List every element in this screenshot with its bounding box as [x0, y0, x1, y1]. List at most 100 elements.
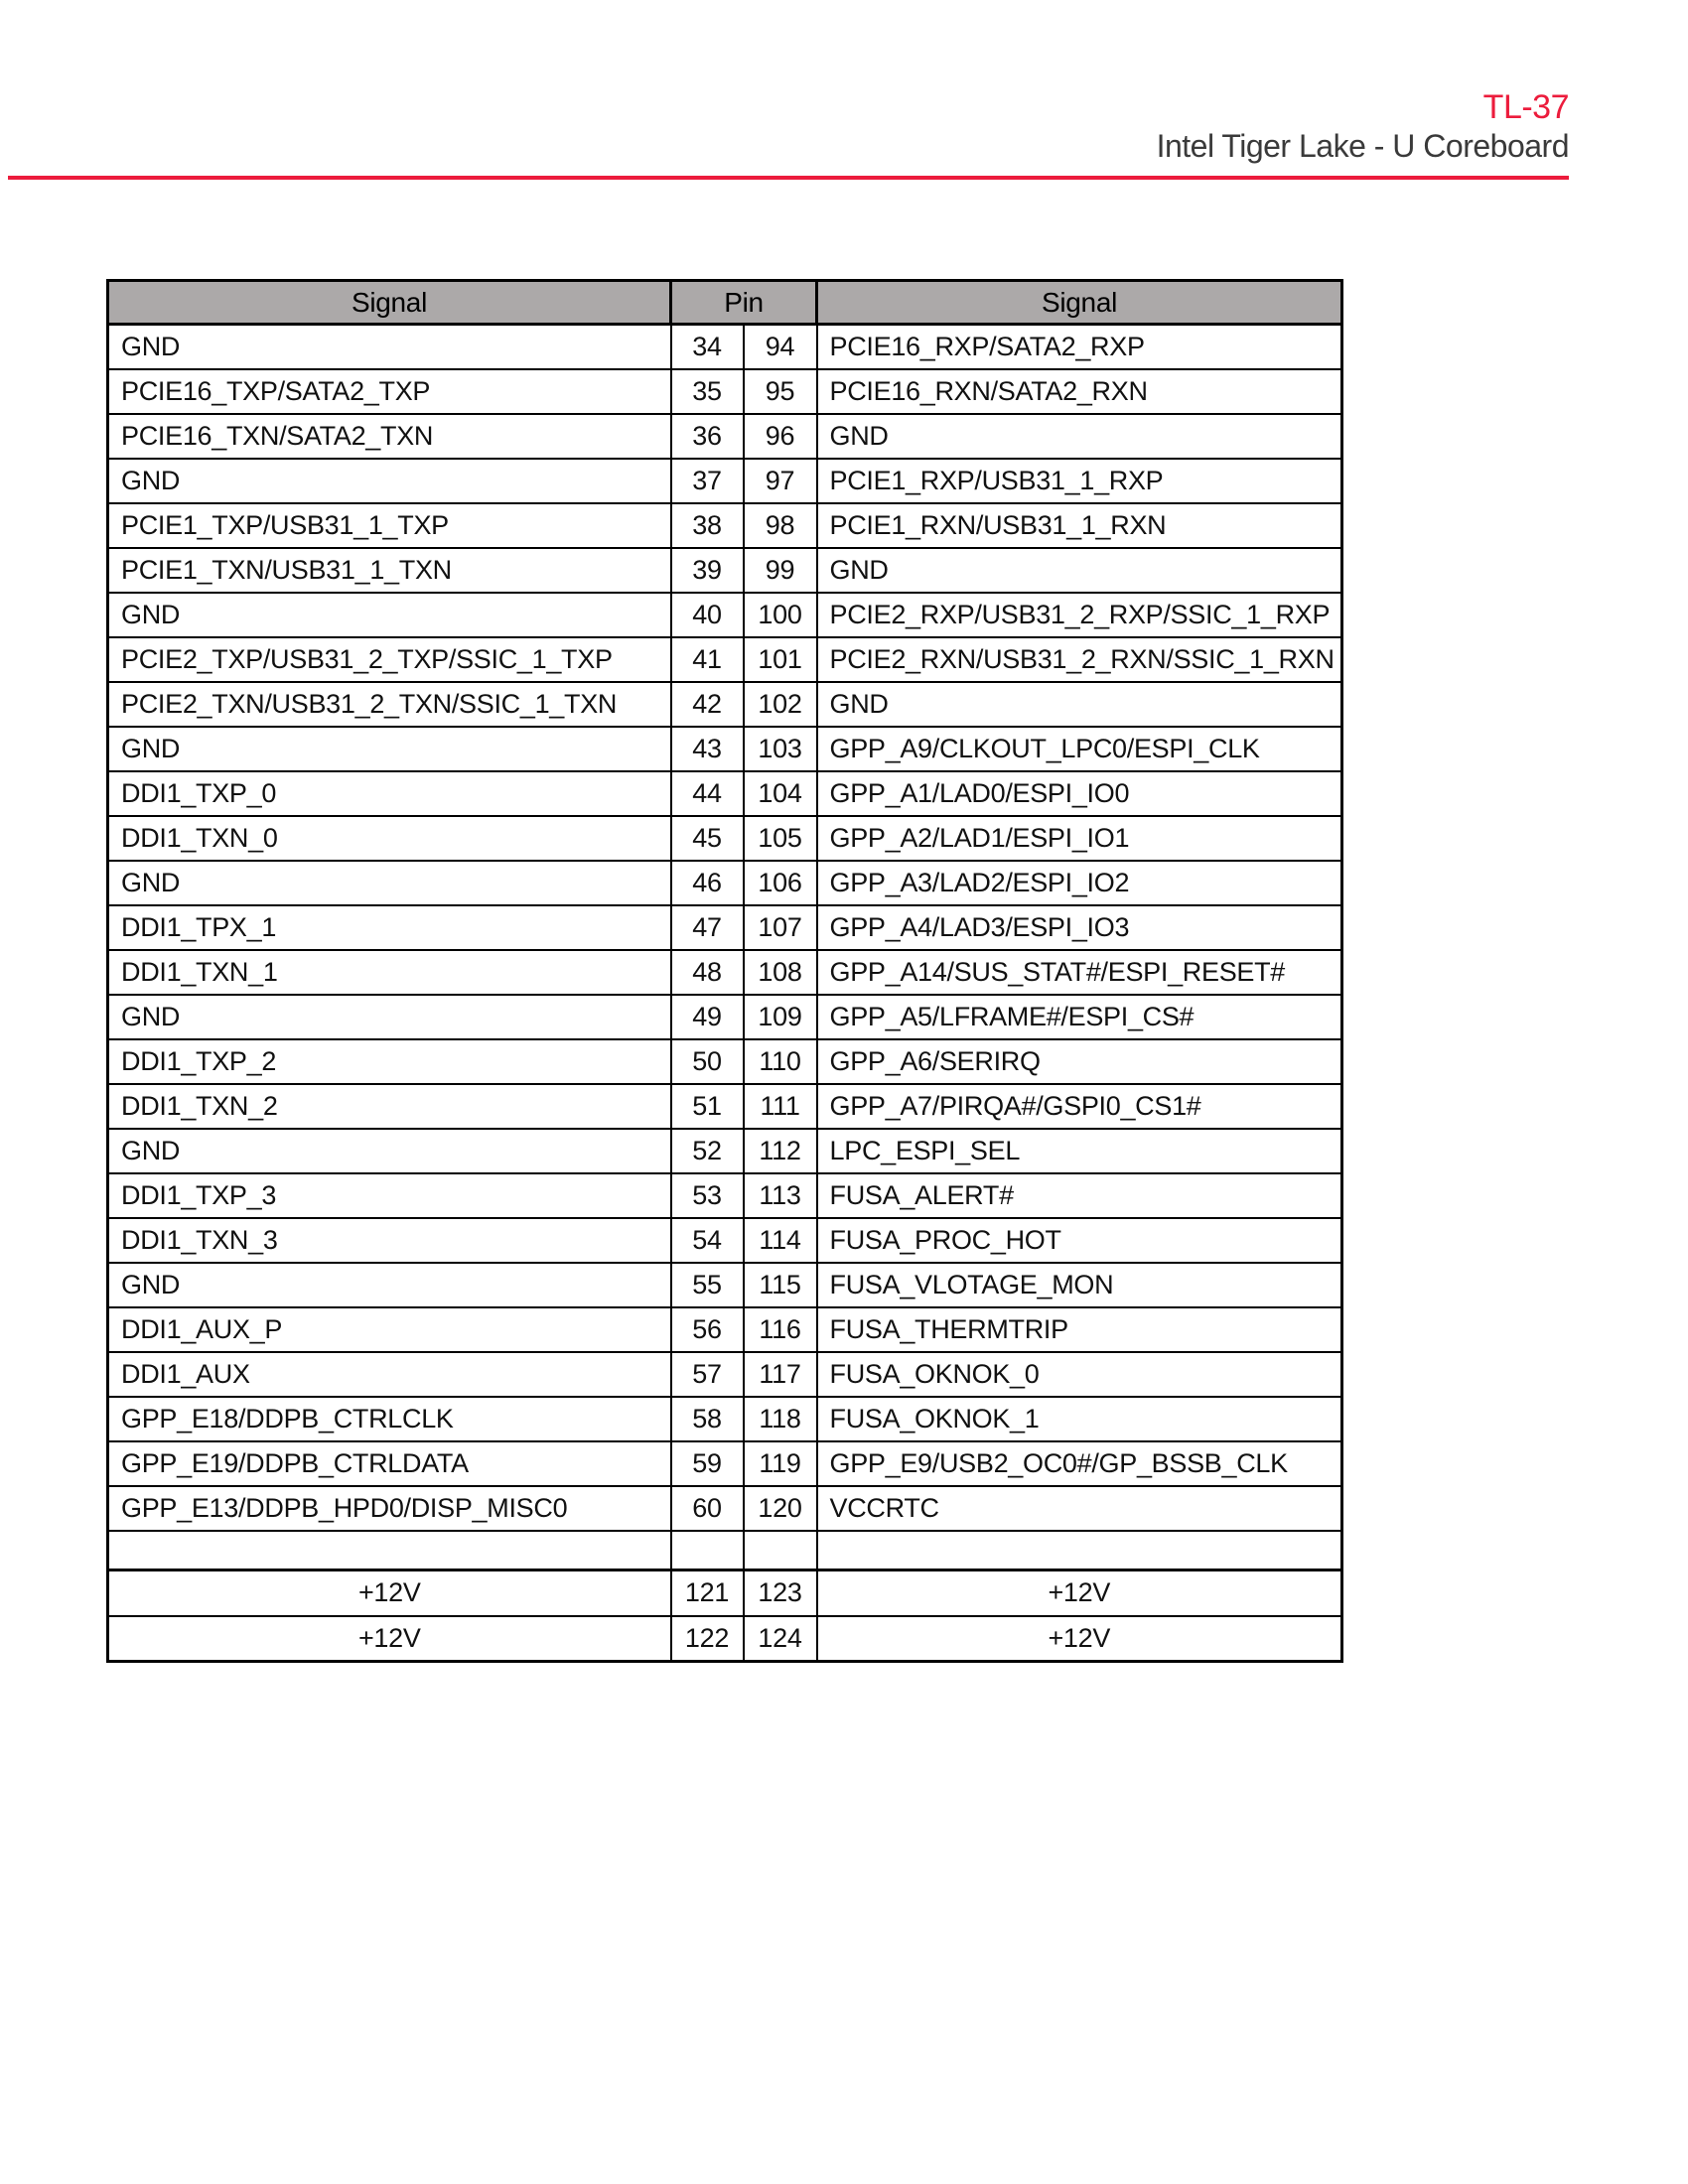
signal-cell: GND	[106, 457, 672, 504]
pin-cell: 43	[669, 725, 745, 772]
pin-cell: 47	[669, 903, 745, 951]
signal-cell: DDI1_AUX_P	[106, 1305, 672, 1353]
signal-cell: PCIE2_RXP/USB31_2_RXP/SSIC_1_RXP	[815, 591, 1343, 638]
signal-cell: FUSA_OKNOK_0	[815, 1350, 1343, 1398]
pin-cell: 113	[742, 1171, 818, 1219]
signal-cell: GPP_A4/LAD3/ESPI_IO3	[815, 903, 1343, 951]
pin-cell: 105	[742, 814, 818, 862]
pin-cell: 36	[669, 412, 745, 460]
signal-cell: DDI1_TXP_3	[106, 1171, 672, 1219]
table-row: GPP_E13/DDPB_HPD0/DISP_MISC0 60 120 VCCRTC	[106, 1484, 1343, 1532]
signal-cell: GPP_A7/PIRQA#/GSPI0_CS1#	[815, 1082, 1343, 1130]
pin-cell: 109	[742, 993, 818, 1040]
table-row: GPP_E18/DDPB_CTRLCLK 58 118 FUSA_OKNOK_1	[106, 1395, 1343, 1442]
signal-cell: GND	[106, 725, 672, 772]
table-row: +12V 121 123 +12V	[106, 1569, 1343, 1617]
pin-cell: 102	[742, 680, 818, 728]
pin-cell: 58	[669, 1395, 745, 1442]
signal-cell: GND	[815, 546, 1343, 594]
pin-cell: 111	[742, 1082, 818, 1130]
pin-cell: 53	[669, 1171, 745, 1219]
signal-cell: DDI1_TXN_0	[106, 814, 672, 862]
signal-cell: GPP_E18/DDPB_CTRLCLK	[106, 1395, 672, 1442]
pin-cell: 104	[742, 769, 818, 817]
pin-cell: 94	[742, 323, 818, 370]
signal-cell: GND	[815, 680, 1343, 728]
table-row: GND 46 106 GPP_A3/LAD2/ESPI_IO2	[106, 859, 1343, 906]
signal-cell: PCIE1_RXP/USB31_1_RXP	[815, 457, 1343, 504]
pin-cell: 120	[742, 1484, 818, 1532]
pin-cell: 57	[669, 1350, 745, 1398]
pin-cell: 116	[742, 1305, 818, 1353]
signal-cell: GND	[106, 591, 672, 638]
pin-cell	[742, 1529, 818, 1571]
table-row: DDI1_TXP_0 44 104 GPP_A1/LAD0/ESPI_IO0	[106, 769, 1343, 817]
table-row: DDI1_AUX_P 56 116 FUSA_THERMTRIP	[106, 1305, 1343, 1353]
signal-cell: VCCRTC	[815, 1484, 1343, 1532]
pin-cell: 48	[669, 948, 745, 996]
table-row: GPP_E19/DDPB_CTRLDATA 59 119 GPP_E9/USB2_OC…	[106, 1439, 1343, 1487]
col-header-signal-left: Signal	[106, 279, 672, 326]
table-row: DDI1_AUX 57 117 FUSA_OKNOK_0	[106, 1350, 1343, 1398]
table-row: GND 55 115 FUSA_VLOTAGE_MON	[106, 1261, 1343, 1308]
pin-cell: 34	[669, 323, 745, 370]
pin-cell: 98	[742, 501, 818, 549]
signal-cell: DDI1_AUX	[106, 1350, 672, 1398]
pin-cell: 97	[742, 457, 818, 504]
table-row: PCIE2_TXN/USB31_2_TXN/SSIC_1_TXN 42 102 GND	[106, 680, 1343, 728]
table-row: GND 49 109 GPP_A5/LFRAME#/ESPI_CS#	[106, 993, 1343, 1040]
signal-cell: GND	[106, 993, 672, 1040]
pin-cell: 59	[669, 1439, 745, 1487]
pin-cell: 56	[669, 1305, 745, 1353]
table-row: GND 37 97 PCIE1_RXP/USB31_1_RXP	[106, 457, 1343, 504]
pin-cell: 41	[669, 635, 745, 683]
signal-cell: GND	[106, 323, 672, 370]
signal-cell: GPP_E9/USB2_OC0#/GP_BSSB_CLK	[815, 1439, 1343, 1487]
table-row: GND 34 94 PCIE16_RXP/SATA2_RXP	[106, 323, 1343, 370]
signal-cell: GPP_A1/LAD0/ESPI_IO0	[815, 769, 1343, 817]
pin-cell: 114	[742, 1216, 818, 1264]
pin-cell: 110	[742, 1037, 818, 1085]
signal-cell: FUSA_VLOTAGE_MON	[815, 1261, 1343, 1308]
table-row: DDI1_TXP_3 53 113 FUSA_ALERT#	[106, 1171, 1343, 1219]
table-row: +12V 122 124 +12V	[106, 1614, 1343, 1663]
table-row: DDI1_TXP_2 50 110 GPP_A6/SERIRQ	[106, 1037, 1343, 1085]
signal-cell: PCIE1_TXN/USB31_1_TXN	[106, 546, 672, 594]
signal-cell: PCIE16_TXP/SATA2_TXP	[106, 367, 672, 415]
signal-cell: GPP_A5/LFRAME#/ESPI_CS#	[815, 993, 1343, 1040]
table-row: DDI1_TXN_3 54 114 FUSA_PROC_HOT	[106, 1216, 1343, 1264]
signal-cell: DDI1_TXN_2	[106, 1082, 672, 1130]
pin-cell: 40	[669, 591, 745, 638]
signal-cell: FUSA_PROC_HOT	[815, 1216, 1343, 1264]
table-row	[106, 1529, 1343, 1571]
signal-cell: PCIE2_RXN/USB31_2_RXN/SSIC_1_RXN	[815, 635, 1343, 683]
pin-cell: 107	[742, 903, 818, 951]
signal-cell	[815, 1529, 1343, 1571]
pin-cell: 122	[669, 1614, 745, 1663]
table-row: DDI1_TPX_1 47 107 GPP_A4/LAD3/ESPI_IO3	[106, 903, 1343, 951]
signal-cell: LPC_ESPI_SEL	[815, 1127, 1343, 1174]
pin-cell: 37	[669, 457, 745, 504]
signal-cell: GND	[106, 1261, 672, 1308]
pin-cell: 46	[669, 859, 745, 906]
signal-cell: FUSA_OKNOK_1	[815, 1395, 1343, 1442]
pin-cell: 117	[742, 1350, 818, 1398]
pin-cell	[669, 1529, 745, 1571]
signal-cell: GPP_A2/LAD1/ESPI_IO1	[815, 814, 1343, 862]
pin-cell: 44	[669, 769, 745, 817]
table-row: DDI1_TXN_1 48 108 GPP_A14/SUS_STAT#/ESPI_RE…	[106, 948, 1343, 996]
signal-cell: GND	[815, 412, 1343, 460]
doc-title: Intel Tiger Lake - U Coreboard	[1156, 128, 1570, 164]
pin-cell: 35	[669, 367, 745, 415]
table-row: PCIE2_TXP/USB31_2_TXP/SSIC_1_TXP 41 101 PCI…	[106, 635, 1343, 683]
signal-cell: GPP_A3/LAD2/ESPI_IO2	[815, 859, 1343, 906]
signal-cell: GPP_E19/DDPB_CTRLDATA	[106, 1439, 672, 1487]
pin-cell: 51	[669, 1082, 745, 1130]
table-row: PCIE1_TXP/USB31_1_TXP 38 98 PCIE1_RXN/USB31…	[106, 501, 1343, 549]
pin-table-header: Signal Pin Signal	[106, 279, 1344, 326]
signal-cell: +12V	[106, 1614, 672, 1663]
col-header-pin: Pin	[668, 279, 819, 326]
signal-cell: GPP_A14/SUS_STAT#/ESPI_RESET#	[815, 948, 1343, 996]
pin-cell: 99	[742, 546, 818, 594]
signal-cell: PCIE16_RXN/SATA2_RXN	[815, 367, 1343, 415]
